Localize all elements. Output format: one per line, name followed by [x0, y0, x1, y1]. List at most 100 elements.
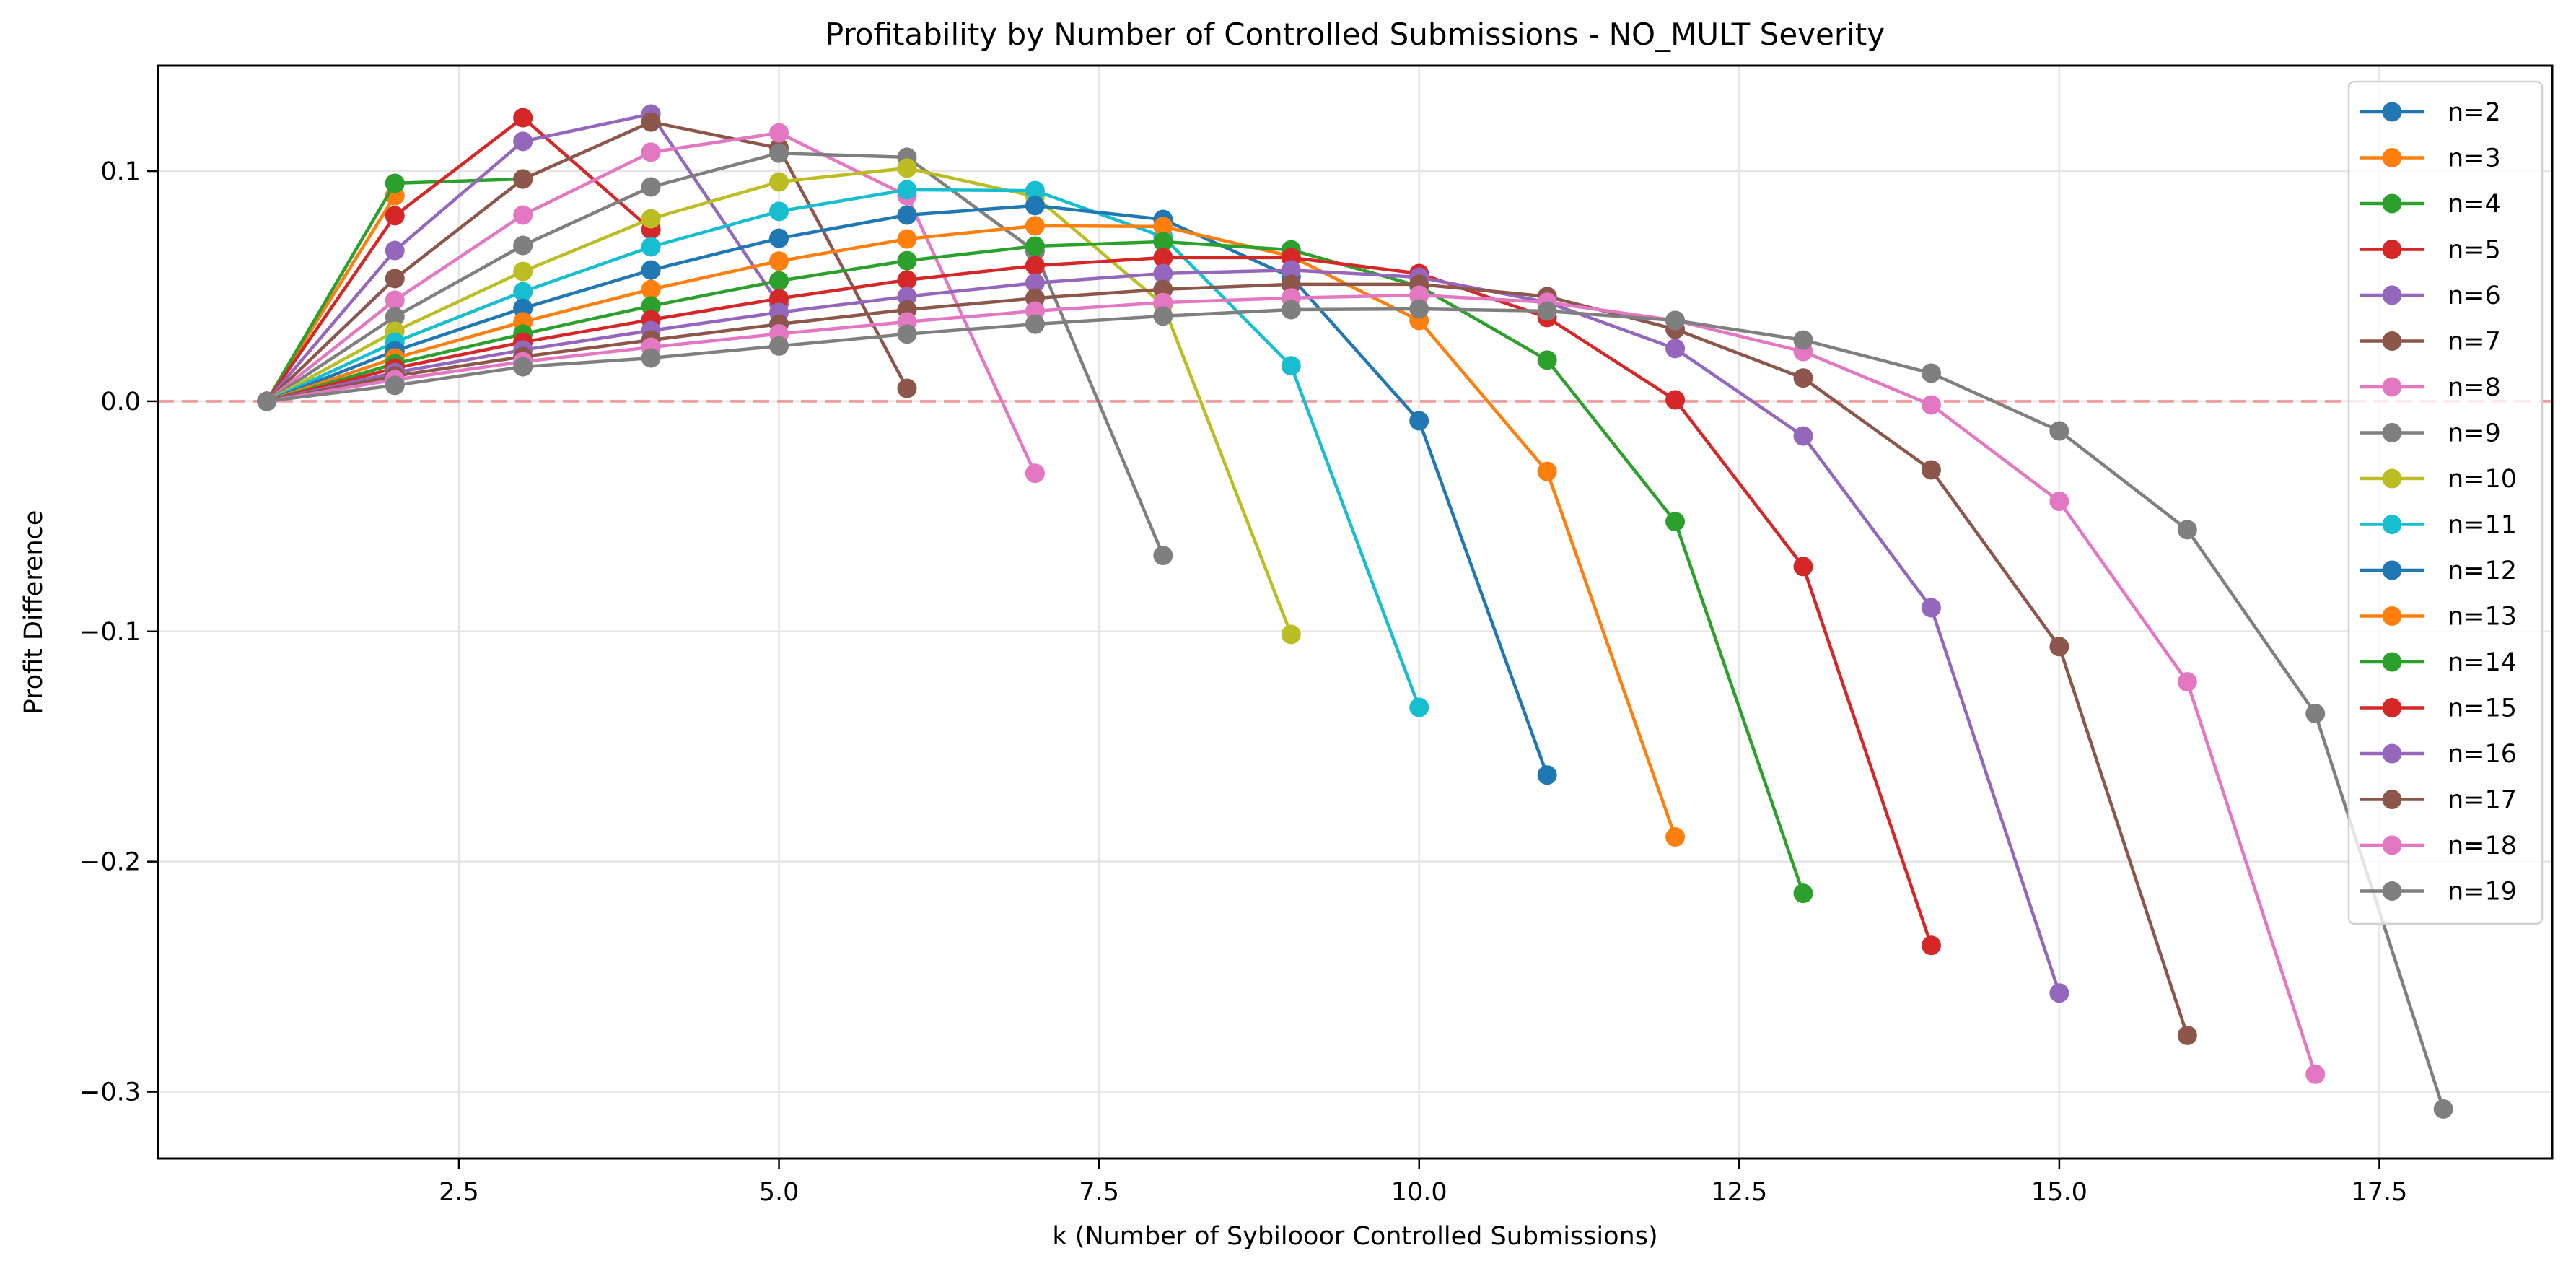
- plot-frame: [157, 64, 2554, 1160]
- x-tick-label: 10.0: [1391, 1178, 1447, 1207]
- legend-item: n=14: [2360, 648, 2517, 677]
- legend-marker: [2382, 560, 2402, 580]
- data-point: [1025, 196, 1045, 216]
- data-point: [2433, 1099, 2453, 1119]
- data-point: [641, 296, 661, 316]
- data-point: [513, 282, 533, 302]
- data-point: [769, 271, 789, 291]
- data-point: [641, 142, 661, 162]
- data-point: [1665, 827, 1686, 847]
- legend-marker: [2382, 790, 2402, 809]
- data-point: [2049, 637, 2069, 657]
- legend-marker: [2382, 193, 2402, 214]
- legend-marker: [2382, 606, 2402, 626]
- legend-item: n=6: [2360, 282, 2501, 310]
- data-point: [1537, 350, 1557, 370]
- legend-label: n=9: [2448, 419, 2501, 448]
- data-point: [2177, 672, 2197, 692]
- legend-item: n=9: [2360, 419, 2501, 448]
- legend-marker: [2382, 698, 2402, 717]
- chart-title: Profitability by Number of Controlled Su…: [825, 17, 1885, 52]
- legend-item: n=12: [2360, 557, 2517, 585]
- data-point: [1025, 256, 1045, 276]
- series-line: [266, 307, 2445, 1110]
- data-point: [1153, 248, 1173, 268]
- legend-marker: [2382, 102, 2402, 122]
- data-point: [641, 279, 661, 300]
- legend-label: n=5: [2448, 236, 2501, 265]
- data-point: [1665, 310, 1686, 331]
- data-point: [1025, 314, 1045, 334]
- legend-label: n=2: [2448, 98, 2501, 127]
- data-point: [1153, 232, 1173, 252]
- legend-label: n=6: [2448, 282, 2501, 310]
- data-point: [897, 378, 917, 398]
- data-point: [641, 348, 661, 368]
- data-point: [1665, 339, 1686, 359]
- data-point: [641, 237, 661, 257]
- data-point: [769, 143, 789, 163]
- data-point: [1793, 557, 1813, 577]
- data-point: [897, 205, 917, 225]
- x-tick-label: 5.0: [759, 1178, 799, 1207]
- data-point: [2049, 492, 2069, 512]
- data-point: [385, 173, 405, 193]
- data-point: [1153, 292, 1173, 313]
- data-point: [1921, 363, 1941, 383]
- legend-marker: [2382, 240, 2402, 259]
- data-point: [257, 391, 277, 411]
- data-point: [2049, 983, 2069, 1003]
- data-point: [1793, 368, 1813, 388]
- data-point: [897, 324, 917, 344]
- legend-label: n=8: [2448, 373, 2501, 402]
- legend-item: n=4: [2360, 190, 2501, 219]
- legend-label: n=3: [2448, 144, 2501, 173]
- data-point: [1793, 883, 1813, 904]
- x-tick-label: 12.5: [1711, 1178, 1767, 1207]
- data-point: [1921, 460, 1941, 480]
- y-tick-label: −0.2: [79, 848, 141, 877]
- legend-marker: [2382, 377, 2402, 397]
- data-point: [1025, 216, 1045, 236]
- legend-marker: [2382, 881, 2402, 901]
- data-point: [897, 229, 917, 249]
- data-point: [1153, 546, 1173, 566]
- data-point: [1409, 299, 1429, 319]
- data-point: [1537, 765, 1557, 785]
- data-point: [1665, 390, 1686, 410]
- data-point: [513, 169, 533, 189]
- x-tick-label: 7.5: [1079, 1178, 1119, 1207]
- data-point: [769, 336, 789, 356]
- data-point: [1921, 395, 1941, 415]
- data-point: [1665, 512, 1686, 532]
- legend-marker: [2382, 652, 2402, 672]
- data-point: [769, 172, 789, 192]
- data-point: [641, 177, 661, 197]
- legend-marker: [2382, 148, 2402, 167]
- legend-marker: [2382, 468, 2402, 489]
- legend-item: n=11: [2360, 511, 2517, 540]
- legend-label: n=10: [2448, 465, 2517, 494]
- legend-label: n=18: [2448, 832, 2517, 860]
- series-n-17: [257, 274, 2197, 1045]
- y-tick-label: −0.3: [79, 1078, 141, 1107]
- series-line: [266, 282, 2189, 1037]
- data-point: [897, 158, 917, 178]
- series-line: [266, 151, 1165, 557]
- data-point: [897, 270, 917, 290]
- legend-item: n=8: [2360, 373, 2501, 402]
- data-point: [1537, 461, 1557, 481]
- data-point: [513, 131, 533, 152]
- x-axis-label: k (Number of Sybilooor Controlled Submis…: [1052, 1222, 1657, 1251]
- data-point: [1025, 273, 1045, 293]
- legend-marker: [2382, 423, 2402, 442]
- legend-marker: [2382, 285, 2402, 305]
- x-tick-label: 15.0: [2031, 1178, 2087, 1207]
- data-point: [385, 375, 405, 396]
- data-point: [1153, 263, 1173, 284]
- data-point: [769, 228, 789, 248]
- data-point: [1281, 356, 1301, 376]
- legend-label: n=4: [2448, 190, 2501, 219]
- legend-item: n=16: [2360, 740, 2517, 769]
